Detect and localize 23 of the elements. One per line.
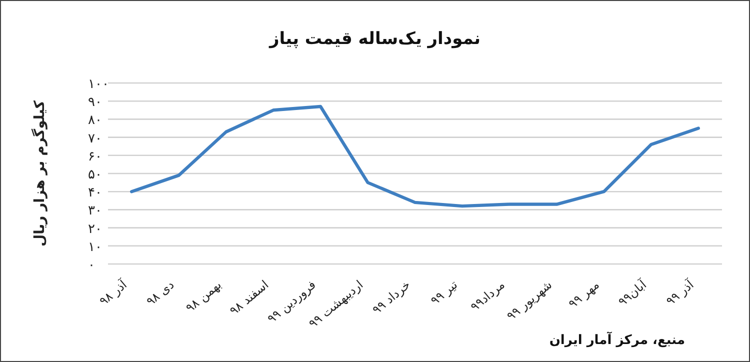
- line-series: [130, 104, 700, 208]
- y-tick-label: ۵۰: [88, 168, 102, 182]
- y-tick-label: ۷۰: [88, 131, 102, 146]
- y-tick-label: ۲۰: [88, 222, 102, 237]
- y-tick-label: ۱۰: [88, 240, 102, 255]
- x-tick-label: آبان۹۹: [614, 276, 650, 309]
- x-tick-label: خرداد ۹۹: [370, 278, 413, 318]
- text: منبع، مرکز آمار ایران: [549, 331, 685, 348]
- x-tick-label: دی ۹۸: [144, 278, 177, 309]
- chart-title: نمودار یک‌ساله قیمت پیاز: [268, 29, 481, 49]
- y-tick-label: ۳۰: [88, 204, 102, 219]
- x-tick-label: تیر ۹۹: [428, 278, 460, 308]
- y-tick-label: ۰: [88, 258, 95, 273]
- y-tick-label: ۹۰: [88, 95, 102, 110]
- y-tick-label: ۸۰: [88, 113, 102, 128]
- x-tick-label: بهمن ۹۸: [183, 278, 224, 316]
- x-tick-label: آذر ۹۸: [96, 276, 130, 308]
- x-tick-label: آذر ۹۹: [662, 276, 697, 308]
- y-tick-label: ۱۰۰: [88, 77, 109, 92]
- y-tick-label: ۴۰: [88, 186, 102, 201]
- y-tick-label: ۶۰: [88, 149, 102, 164]
- y-axis-title: کیلوگرم بر هزار ریال: [31, 100, 48, 247]
- x-tick-label: مهر ۹۹: [566, 278, 602, 311]
